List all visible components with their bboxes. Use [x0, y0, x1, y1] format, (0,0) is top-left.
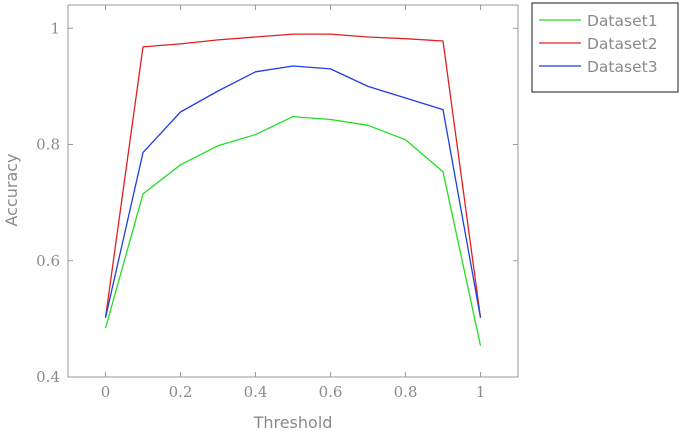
- legend-label: Dataset1: [587, 12, 658, 30]
- series-lines: [104, 33, 482, 346]
- y-tick-label: 1: [50, 19, 60, 37]
- series-line-dataset3: [104, 65, 482, 318]
- plot-area-frame: [67, 4, 519, 378]
- axis-ticks: 0 0.2 0.4 0.6 0.8 1 0.4 0.6 0.8 1: [36, 5, 518, 401]
- x-tick-label: 0.8: [394, 383, 418, 401]
- y-axis-title: Accuracy: [2, 153, 21, 226]
- series-line-dataset2: [104, 33, 482, 318]
- x-tick-label: 0: [101, 383, 111, 401]
- x-tick-label: 0.2: [169, 383, 193, 401]
- y-tick-label: 0.8: [36, 136, 60, 154]
- series-line-dataset1: [104, 115, 482, 346]
- x-tick-label: 1: [476, 383, 486, 401]
- x-tick-label: 0.6: [319, 383, 343, 401]
- y-tick-label: 0.4: [36, 368, 60, 386]
- legend-label: Dataset2: [587, 35, 658, 53]
- x-axis-title: Threshold: [253, 413, 333, 431]
- legend: Dataset1 Dataset2 Dataset3: [531, 2, 679, 93]
- legend-label: Dataset3: [587, 58, 658, 76]
- y-tick-label: 0.6: [36, 252, 60, 270]
- legend-frame: [531, 2, 679, 93]
- x-tick-label: 0.4: [244, 383, 268, 401]
